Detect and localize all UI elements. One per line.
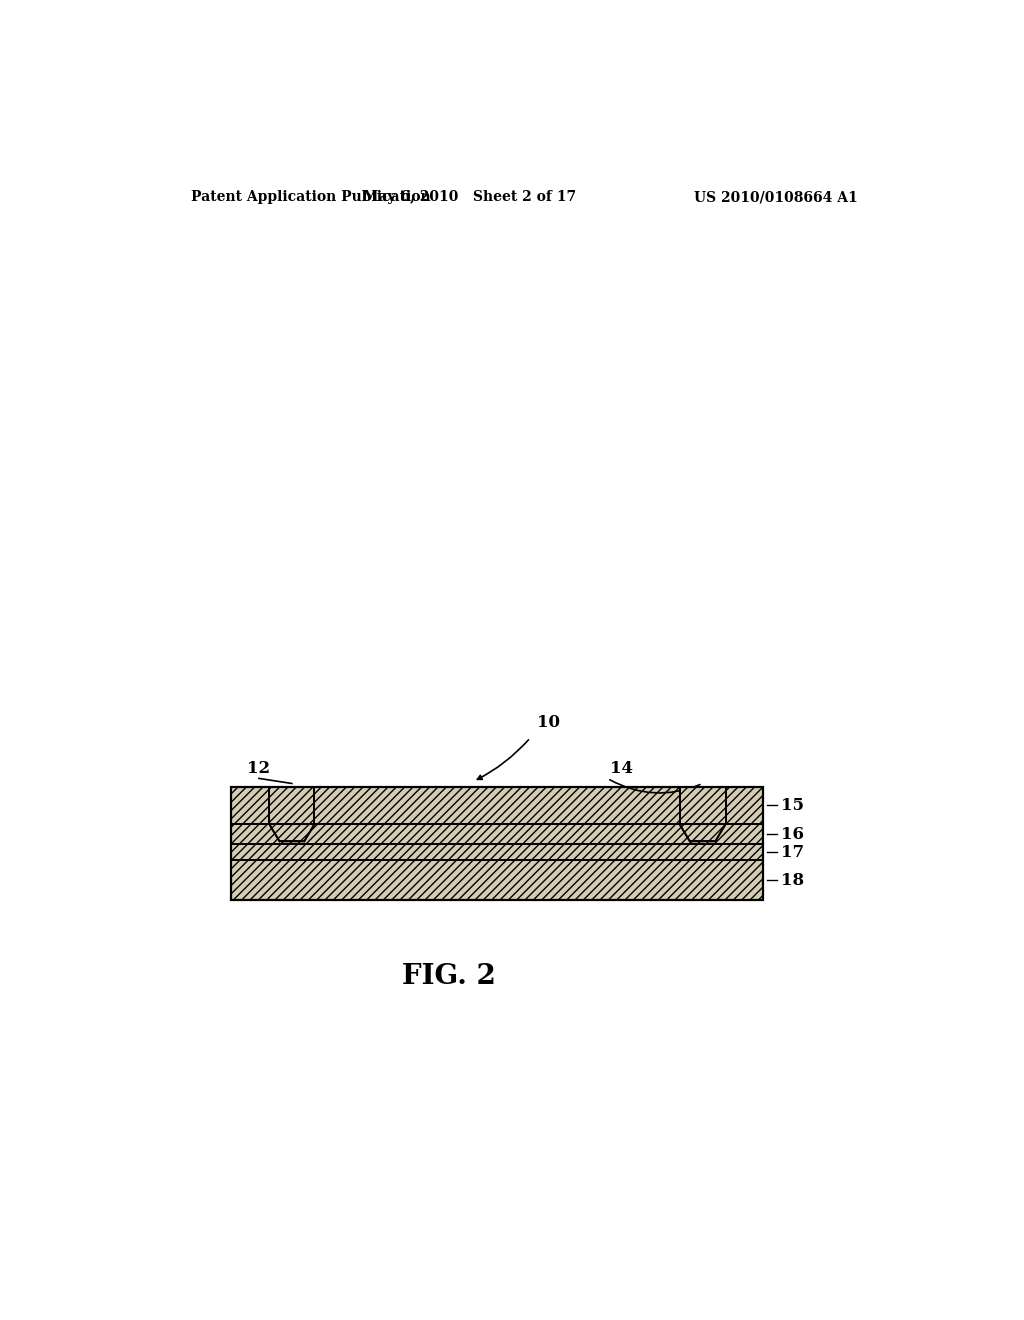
- Text: 14: 14: [609, 760, 633, 776]
- Polygon shape: [269, 787, 314, 824]
- Bar: [726, 787, 763, 824]
- Text: 18: 18: [781, 871, 804, 888]
- Bar: [231, 824, 763, 845]
- Bar: [231, 787, 763, 900]
- Text: 17: 17: [781, 843, 804, 861]
- Polygon shape: [680, 824, 726, 841]
- Bar: [231, 859, 763, 900]
- Text: May 6, 2010   Sheet 2 of 17: May 6, 2010 Sheet 2 of 17: [362, 190, 575, 205]
- Text: FIG. 2: FIG. 2: [402, 964, 497, 990]
- Polygon shape: [680, 787, 726, 824]
- Text: 10: 10: [537, 714, 560, 731]
- Text: 16: 16: [781, 826, 804, 842]
- Bar: [231, 845, 763, 859]
- Text: Patent Application Publication: Patent Application Publication: [191, 190, 431, 205]
- Bar: [314, 787, 680, 824]
- Bar: [231, 787, 269, 824]
- Text: 15: 15: [781, 797, 804, 814]
- Polygon shape: [269, 824, 314, 841]
- Text: 12: 12: [248, 760, 270, 776]
- Text: US 2010/0108664 A1: US 2010/0108664 A1: [694, 190, 858, 205]
